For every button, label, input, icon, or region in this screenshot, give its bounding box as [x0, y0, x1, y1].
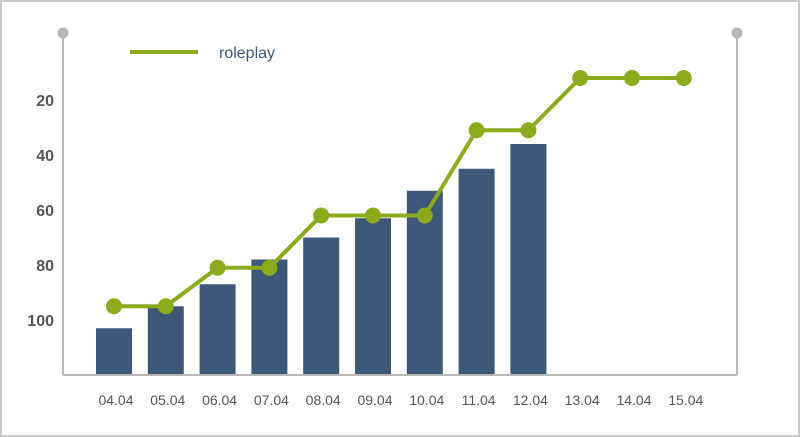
line-point-11.04	[468, 122, 485, 139]
x-tick-label: 11.04	[462, 392, 496, 408]
line-point-07.04	[261, 259, 278, 276]
bar-07.04	[251, 259, 288, 375]
axes	[57, 27, 743, 376]
bar-06.04	[199, 284, 236, 375]
x-tick-label: 09.04	[357, 392, 392, 408]
bar-11.04	[458, 168, 495, 375]
x-tick-label: 15.04	[668, 392, 703, 408]
line-point-15.04	[675, 70, 692, 86]
bar-12.04	[510, 144, 547, 375]
y-tick-label: 100	[27, 313, 54, 330]
legend-label-roleplay: roleplay	[219, 45, 275, 62]
y-tick-label: 80	[36, 258, 54, 275]
line-point-12.04	[520, 122, 537, 139]
line-path-roleplay	[114, 76, 684, 309]
x-tick-label: 08.04	[306, 392, 341, 408]
y-tick-label: 60	[36, 203, 54, 220]
line-point-04.04	[106, 298, 122, 315]
y-axis-right-cap	[731, 27, 743, 39]
x-tick-label: 05.04	[150, 392, 185, 408]
bar-series	[96, 144, 547, 375]
y-axis-left-cap	[57, 27, 69, 39]
y-tick-label: 20	[36, 93, 54, 110]
line-point-10.04	[416, 207, 433, 224]
line-point-08.04	[313, 207, 330, 224]
bar-08.04	[303, 237, 340, 375]
x-tick-label: 14.04	[616, 392, 651, 408]
x-tick-label: 04.04	[98, 392, 133, 408]
x-tick-label: 10.04	[409, 392, 444, 408]
bar-09.04	[355, 218, 391, 375]
x-tick-label: 12.04	[513, 392, 548, 408]
line-point-13.04	[572, 70, 589, 86]
x-axis-ticks: 04.04 05.04 06.04 07.04 08.04 09.04 10.04 11.04…	[98, 392, 703, 408]
x-tick-label: 13.04	[565, 392, 600, 408]
bar-04.04	[96, 328, 132, 375]
x-tick-label: 06.04	[202, 392, 237, 408]
bar-05.04	[147, 306, 184, 375]
line-point-09.04	[365, 207, 381, 224]
x-tick-label: 07.04	[254, 392, 289, 408]
legend: roleplay	[130, 45, 275, 62]
line-point-06.04	[209, 259, 226, 276]
y-tick-label: 40	[36, 148, 54, 165]
line-series-roleplay	[106, 70, 692, 315]
line-point-05.04	[157, 298, 174, 315]
line-point-14.04	[624, 70, 640, 86]
y-axis-ticks: 20 40 60 80 100	[27, 93, 54, 330]
